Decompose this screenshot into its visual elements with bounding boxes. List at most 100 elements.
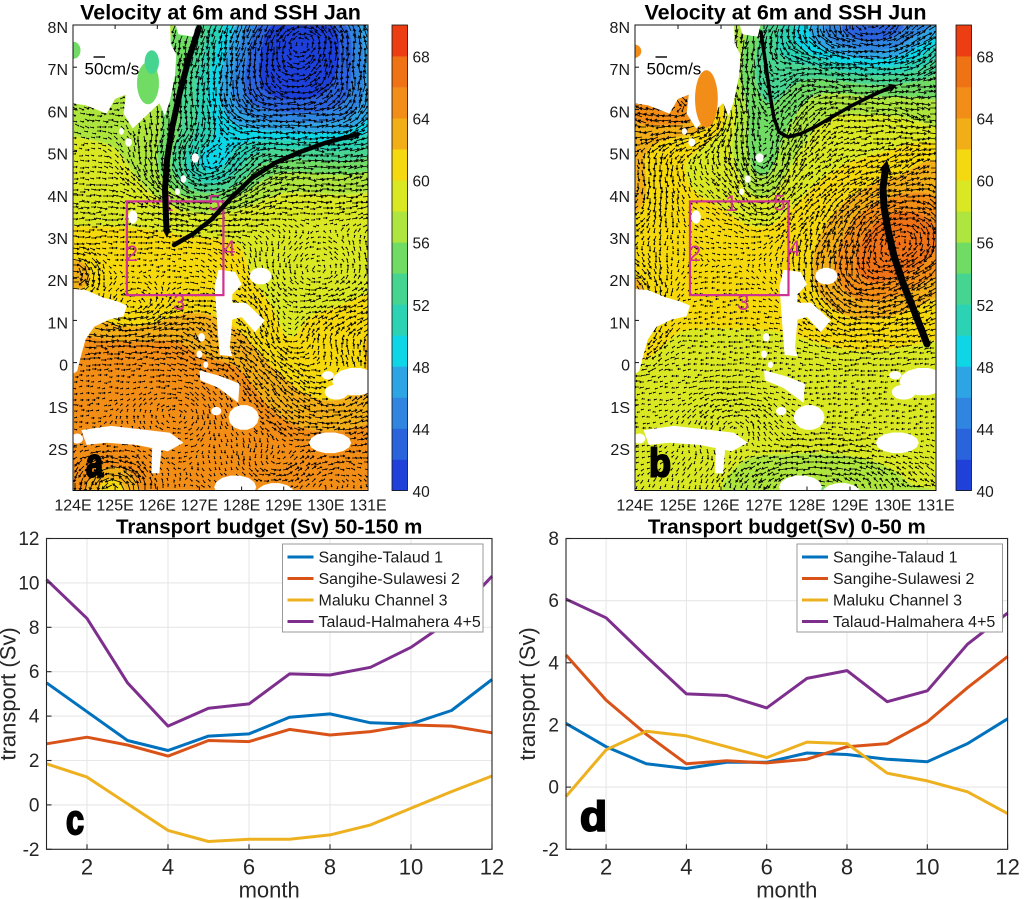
svg-text:2S: 2S [610,442,630,459]
svg-text:1S: 1S [610,400,630,417]
svg-text:48: 48 [413,360,430,377]
svg-text:Transport budget (Sv) 50-150 m: Transport budget (Sv) 50-150 m [116,516,422,539]
svg-text:64: 64 [413,112,431,129]
svg-text:50cm/s: 50cm/s [85,60,140,79]
svg-text:2: 2 [29,751,40,772]
svg-text:126E: 126E [702,498,739,515]
svg-text:Sangihe-Sulawesi 2: Sangihe-Sulawesi 2 [833,571,975,588]
svg-text:5N: 5N [48,147,68,164]
svg-text:8: 8 [548,529,559,550]
svg-text:0: 0 [621,358,630,375]
svg-text:8: 8 [324,854,336,879]
svg-text:-2: -2 [542,840,559,861]
svg-text:130E: 130E [874,498,911,515]
svg-text:60: 60 [413,174,431,191]
svg-text:2: 2 [548,716,559,737]
svg-text:130E: 130E [307,498,344,515]
svg-text:2: 2 [600,854,612,879]
svg-text:0: 0 [59,358,68,375]
svg-text:Velocity at 6m and SSH Jan: Velocity at 6m and SSH Jan [80,1,361,25]
svg-text:2: 2 [81,854,93,879]
svg-text:Transport budget(Sv) 0-50 m: Transport budget(Sv) 0-50 m [648,516,926,539]
svg-text:Sangihe-Talaud 1: Sangihe-Talaud 1 [833,550,958,567]
svg-text:12: 12 [480,854,504,879]
svg-text:10: 10 [399,854,423,879]
svg-text:6: 6 [29,662,40,683]
svg-text:2: 2 [126,241,138,266]
svg-text:10: 10 [915,854,939,879]
svg-text:Maluku Channel 3: Maluku Channel 3 [833,593,962,610]
svg-text:a: a [86,442,104,486]
svg-text:64: 64 [977,112,995,129]
svg-text:Talaud-Halmahera 4+5: Talaud-Halmahera 4+5 [319,614,481,631]
svg-text:128E: 128E [788,498,825,515]
svg-text:4: 4 [29,707,40,728]
svg-text:-2: -2 [23,840,40,861]
svg-text:Talaud-Halmahera 4+5: Talaud-Halmahera 4+5 [833,614,995,631]
svg-text:transport (Sv): transport (Sv) [0,627,21,760]
svg-text:5N: 5N [610,147,630,164]
svg-text:6N: 6N [610,104,630,121]
svg-text:127E: 127E [745,498,782,515]
svg-text:2N: 2N [48,273,68,290]
svg-text:8: 8 [29,618,40,639]
svg-text:4N: 4N [610,189,630,206]
svg-text:129E: 129E [831,498,868,515]
svg-text:6: 6 [548,591,559,612]
svg-text:4: 4 [548,653,559,674]
svg-text:40: 40 [977,484,995,501]
svg-text:127E: 127E [181,498,218,515]
svg-text:125E: 125E [659,498,696,515]
svg-text:1S: 1S [48,400,68,417]
svg-text:52: 52 [413,298,430,315]
svg-text:52: 52 [977,298,994,315]
svg-text:Sangihe-Sulawesi 2: Sangihe-Sulawesi 2 [319,571,461,588]
svg-text:5: 5 [773,190,785,215]
svg-text:3: 3 [173,290,185,315]
svg-text:0: 0 [548,778,559,799]
svg-text:40: 40 [413,484,431,501]
svg-text:0: 0 [29,795,40,816]
svg-text:7N: 7N [48,62,68,79]
svg-text:month: month [239,877,300,899]
svg-text:68: 68 [977,50,994,67]
svg-text:4: 4 [680,854,692,879]
svg-text:12: 12 [18,529,39,550]
svg-text:transport (Sv): transport (Sv) [515,627,540,760]
svg-text:d: d [580,793,607,840]
svg-text:Sangihe-Talaud 1: Sangihe-Talaud 1 [319,550,444,567]
svg-text:4: 4 [223,236,235,261]
svg-text:131E: 131E [349,498,386,515]
svg-text:48: 48 [977,360,994,377]
svg-text:56: 56 [977,236,994,253]
svg-text:4N: 4N [48,189,68,206]
svg-text:50cm/s: 50cm/s [647,60,702,79]
svg-text:b: b [649,442,671,486]
svg-text:68: 68 [413,50,430,67]
svg-text:56: 56 [413,236,430,253]
svg-text:125E: 125E [96,498,133,515]
svg-text:3N: 3N [48,231,68,248]
svg-text:8N: 8N [610,20,630,37]
svg-text:131E: 131E [917,498,954,515]
svg-text:4: 4 [788,236,800,261]
svg-text:10: 10 [18,573,39,594]
svg-text:128E: 128E [223,498,260,515]
svg-text:6N: 6N [48,104,68,121]
svg-text:2S: 2S [48,442,68,459]
svg-text:Maluku Channel 3: Maluku Channel 3 [319,593,448,610]
svg-text:12: 12 [995,854,1019,879]
svg-text:3: 3 [737,290,749,315]
svg-text:1N: 1N [610,315,630,332]
svg-text:6: 6 [243,854,255,879]
svg-text:7N: 7N [610,62,630,79]
svg-text:4: 4 [162,854,174,879]
svg-text:5: 5 [208,190,220,215]
svg-text:2N: 2N [610,273,630,290]
svg-text:8: 8 [841,854,853,879]
svg-text:3N: 3N [610,231,630,248]
svg-text:44: 44 [977,422,995,439]
svg-text:2: 2 [689,241,701,266]
svg-text:44: 44 [413,422,431,439]
svg-text:124E: 124E [54,498,91,515]
